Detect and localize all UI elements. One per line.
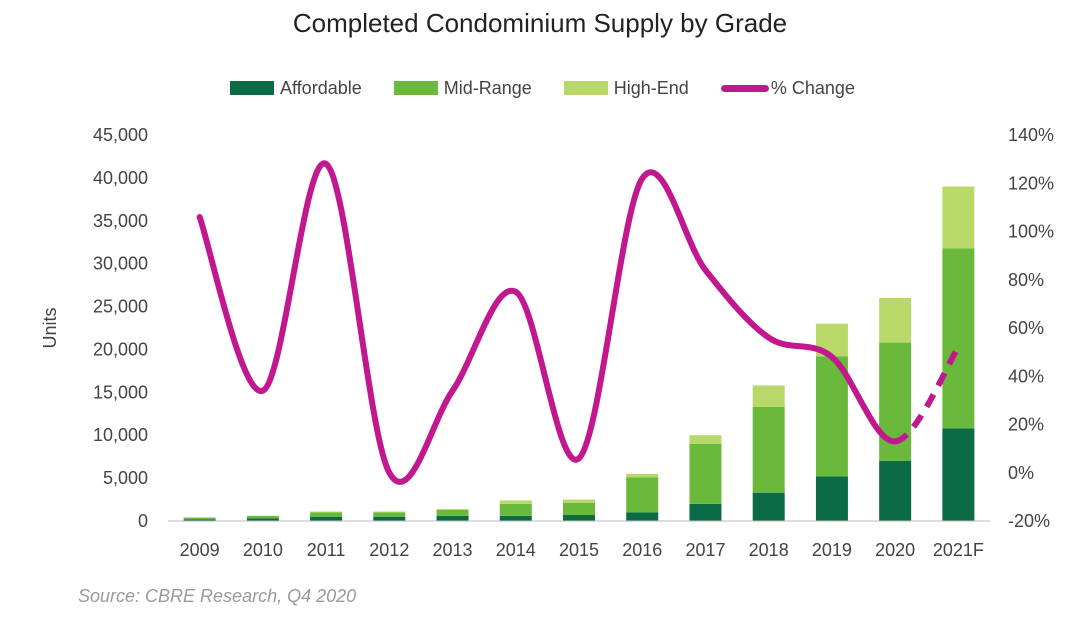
bars-layer <box>183 186 975 521</box>
legend: Affordable Mid-Range High-End % Change <box>230 76 887 100</box>
bar-high-end-2014 <box>499 500 532 504</box>
bar-affordable-2012 <box>373 516 406 521</box>
chart-title: Completed Condominium Supply by Grade <box>292 8 788 38</box>
x-tick-label: 2013 <box>433 540 473 560</box>
bar-affordable-2020 <box>879 460 912 521</box>
bar-high-end-2021f <box>942 186 975 249</box>
bar-mid-range-2014 <box>499 503 532 516</box>
bar-high-end-2011 <box>310 511 343 513</box>
bar-mid-range-2009 <box>183 517 216 520</box>
bar-affordable-2010 <box>246 518 279 521</box>
source-note: Source: CBRE Research, Q4 2020 <box>78 586 357 606</box>
x-tick-label: 2014 <box>496 540 536 560</box>
bar-mid-range-2016 <box>626 477 659 513</box>
bar-mid-range-2018 <box>752 406 785 493</box>
pct-change-forecast-line <box>894 345 961 445</box>
y2-tick-label: 120% <box>1008 173 1054 193</box>
y2-tick-label: -20% <box>1008 511 1050 531</box>
legend-line-pct-change <box>720 84 769 92</box>
x-tick-label: 2010 <box>243 540 283 560</box>
bar-affordable-2018 <box>752 492 785 521</box>
legend-label-high-end: High-End <box>613 77 689 98</box>
y2-tick-label: 0% <box>1008 463 1034 483</box>
y-tick-label: 0 <box>138 511 148 531</box>
y2-tick-label: 80% <box>1008 270 1044 290</box>
bar-affordable-2017 <box>689 503 722 521</box>
bar-mid-range-2021f <box>942 248 975 429</box>
x-tick-label: 2012 <box>369 540 409 560</box>
y-tick-label: 40,000 <box>93 168 148 188</box>
y-axis-title: Units <box>40 307 60 348</box>
x-tick-label: 2017 <box>685 540 725 560</box>
bar-mid-range-2017 <box>689 443 722 504</box>
y-tick-label: 25,000 <box>93 297 148 317</box>
y-tick-label: 20,000 <box>93 339 148 359</box>
legend-swatch-mid-range <box>393 81 438 95</box>
pct-change-line <box>196 160 899 485</box>
bar-mid-range-2019 <box>815 356 848 477</box>
x-tick-label: 2011 <box>307 540 346 560</box>
bar-mid-range-2010 <box>246 515 279 519</box>
bar-affordable-2013 <box>436 515 469 521</box>
bar-affordable-2021f <box>942 428 975 521</box>
x-tick-label: 2009 <box>180 540 220 560</box>
bar-mid-range-2011 <box>310 512 343 517</box>
y-tick-label: 30,000 <box>93 254 148 274</box>
legend-label-pct-change: % Change <box>770 77 855 98</box>
bar-high-end-2015 <box>563 499 595 503</box>
bar-high-end-2017 <box>689 435 722 444</box>
y2-tick-label: 40% <box>1008 366 1044 386</box>
x-tick-label: 2021F <box>933 540 984 560</box>
x-tick-label: 2016 <box>622 540 662 560</box>
x-tick-label: 2019 <box>812 540 852 560</box>
y-tick-label: 5,000 <box>103 468 148 488</box>
y-tick-label: 45,000 <box>93 125 148 145</box>
legend-item-pct-change: % Change <box>720 77 855 99</box>
y2-tick-label: 140% <box>1008 125 1054 145</box>
bar-affordable-2019 <box>815 476 848 521</box>
ticks-layer: 0 5,000 10,000 15,000 20,000 25,000 30,000 35,0… <box>40 125 1054 560</box>
bar-high-end-2013 <box>436 508 469 510</box>
y-tick-label: 35,000 <box>93 211 148 231</box>
x-tick-label: 2020 <box>875 540 915 560</box>
bar-affordable-2011 <box>310 516 343 521</box>
bar-affordable-2009 <box>183 519 216 521</box>
bar-mid-range-2015 <box>563 502 595 515</box>
x-tick-label: 2018 <box>749 540 789 560</box>
legend-item-high-end: High-End <box>563 77 689 99</box>
bar-affordable-2016 <box>626 512 659 521</box>
bar-mid-range-2013 <box>436 509 469 516</box>
legend-swatch-affordable <box>230 81 274 95</box>
y-tick-label: 10,000 <box>93 425 148 445</box>
bar-mid-range-2012 <box>373 512 406 517</box>
bar-affordable-2014 <box>499 515 532 521</box>
y-tick-label: 15,000 <box>93 382 148 402</box>
legend-item-mid-range: Mid-Range <box>393 77 532 99</box>
y2-tick-label: 20% <box>1008 415 1044 435</box>
bar-high-end-2018 <box>752 385 785 407</box>
bar-high-end-2020 <box>879 297 912 343</box>
legend-label-affordable: Affordable <box>280 77 362 98</box>
bar-affordable-2015 <box>563 514 595 521</box>
y2-tick-label: 60% <box>1008 318 1044 338</box>
legend-swatch-high-end <box>563 81 608 95</box>
bar-high-end-2016 <box>626 473 659 478</box>
y2-tick-label: 100% <box>1008 222 1054 242</box>
legend-item-affordable: Affordable <box>230 78 362 99</box>
x-tick-label: 2015 <box>559 540 599 560</box>
legend-label-mid-range: Mid-Range <box>443 77 532 98</box>
bar-high-end-2012 <box>373 511 406 513</box>
line-layer <box>196 160 961 485</box>
